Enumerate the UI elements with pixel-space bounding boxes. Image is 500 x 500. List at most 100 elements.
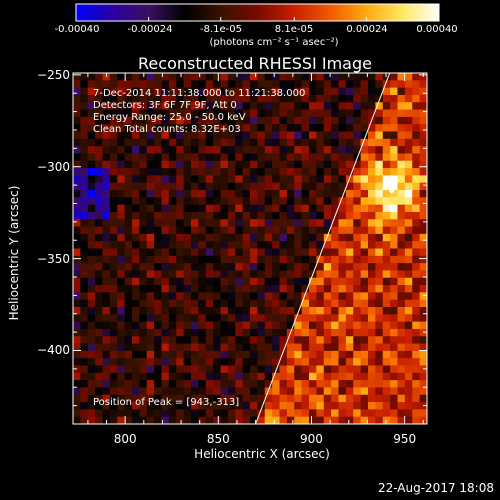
heatmap-cell <box>368 365 376 374</box>
heatmap-cell <box>242 197 251 206</box>
heatmap-cell <box>272 182 281 191</box>
heatmap-cell <box>213 270 222 279</box>
heatmap-cell <box>191 372 199 381</box>
heatmap-cell <box>301 197 310 206</box>
heatmap-cell <box>109 365 118 374</box>
heatmap-cell <box>161 153 170 162</box>
heatmap-cell <box>264 182 273 191</box>
heatmap-cell <box>95 277 104 286</box>
heatmap-cell <box>102 365 111 374</box>
heatmap-cell <box>264 109 273 118</box>
heatmap-cell <box>198 255 207 264</box>
heatmap-cell <box>139 372 148 381</box>
heatmap-cell <box>390 336 399 345</box>
heatmap-cell <box>264 394 273 403</box>
heatmap-cell <box>87 343 96 352</box>
heatmap-cell <box>227 168 236 176</box>
heatmap-cell <box>117 211 126 220</box>
heatmap-cell <box>331 402 340 410</box>
heatmap-cell <box>168 109 177 118</box>
heatmap-cell <box>176 168 185 176</box>
heatmap-cell <box>286 248 295 257</box>
heatmap-cell <box>257 233 266 242</box>
heatmap-cell <box>294 292 303 301</box>
heatmap-cell <box>264 343 273 352</box>
heatmap-cell <box>323 402 332 410</box>
heatmap-cell <box>316 109 325 118</box>
heatmap-cell <box>176 175 185 184</box>
heatmap-cell <box>353 394 362 403</box>
heatmap-cell <box>345 248 354 257</box>
heatmap-cell <box>154 285 163 293</box>
heatmap-cell <box>404 94 413 103</box>
heatmap-cell <box>338 219 347 228</box>
heatmap-cell <box>198 87 207 96</box>
heatmap-cell <box>205 226 214 235</box>
heatmap-cell <box>309 321 317 330</box>
heatmap-cell <box>213 380 222 389</box>
heatmap-cell <box>331 372 340 381</box>
heatmap-cell <box>183 109 192 118</box>
heatmap-cell <box>168 131 177 140</box>
heatmap-cell <box>220 175 229 184</box>
heatmap-cell <box>257 307 266 315</box>
heatmap-cell <box>382 299 391 308</box>
heatmap-cell <box>382 138 391 147</box>
heatmap-cell <box>323 233 332 242</box>
heatmap-cell <box>213 197 222 206</box>
heatmap-cell <box>132 219 140 228</box>
heatmap-cell <box>368 160 376 169</box>
heatmap-cell <box>382 131 391 140</box>
heatmap-cell <box>183 131 192 140</box>
heatmap-cell <box>272 211 281 220</box>
heatmap-cell <box>294 365 303 374</box>
heatmap-cell <box>146 204 155 213</box>
heatmap-cell <box>375 160 384 169</box>
heatmap-cell <box>353 116 362 125</box>
heatmap-cell <box>338 416 347 424</box>
heatmap-cell <box>154 219 163 228</box>
heatmap-cell <box>168 116 177 125</box>
heatmap-cell <box>205 241 214 250</box>
heatmap-cell <box>375 277 384 286</box>
heatmap-cell <box>161 336 170 345</box>
heatmap-cell <box>87 277 96 286</box>
heatmap-cell <box>139 321 148 330</box>
heatmap-cell <box>176 416 185 424</box>
heatmap-cell <box>191 146 199 155</box>
heatmap-cell <box>345 233 354 242</box>
heatmap-cell <box>338 153 347 162</box>
heatmap-cell <box>73 131 81 140</box>
heatmap-cell <box>353 277 362 286</box>
heatmap-cell <box>360 255 369 264</box>
heatmap-cell <box>294 358 303 367</box>
heatmap-cell <box>109 226 118 235</box>
heatmap-cell <box>146 219 155 228</box>
heatmap-cell <box>176 182 185 191</box>
heatmap-cell <box>301 292 310 301</box>
heatmap-cell <box>272 233 281 242</box>
heatmap-cell <box>205 358 214 367</box>
heatmap-cell <box>146 307 155 315</box>
heatmap-cell <box>176 190 185 198</box>
heatmap-cell <box>375 285 384 293</box>
heatmap-cell <box>301 270 310 279</box>
heatmap-cell <box>242 292 251 301</box>
heatmap-cell <box>375 138 384 147</box>
heatmap-cell <box>279 219 288 228</box>
heatmap-cell <box>382 190 391 198</box>
heatmap-cell <box>139 226 148 235</box>
heatmap-cell <box>368 263 376 272</box>
heatmap-cell <box>286 321 295 330</box>
heatmap-cell <box>323 241 332 250</box>
heatmap-cell <box>279 336 288 345</box>
heatmap-cell <box>109 182 118 191</box>
heatmap-cell <box>80 219 89 228</box>
heatmap-cell <box>375 153 384 162</box>
heatmap-cell <box>279 307 288 315</box>
heatmap-cell <box>220 285 229 293</box>
heatmap-cell <box>323 219 332 228</box>
heatmap-cell <box>338 299 347 308</box>
heatmap-cell <box>316 146 325 155</box>
heatmap-cell <box>161 321 170 330</box>
